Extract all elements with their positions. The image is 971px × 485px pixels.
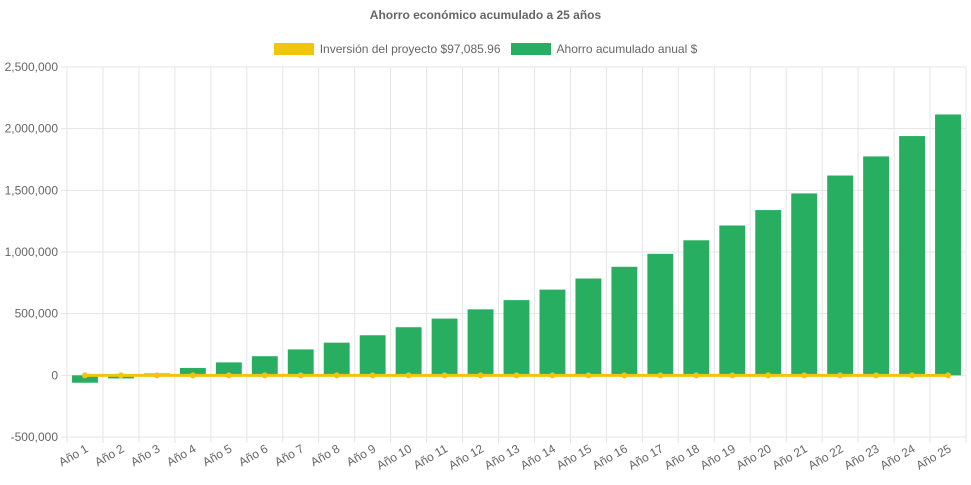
x-tick-label: Año 20 xyxy=(734,441,774,472)
y-tick-label: 2,500,000 xyxy=(5,60,59,74)
x-tick-label: Año 24 xyxy=(878,441,918,472)
y-tick-label: 500,000 xyxy=(15,307,59,321)
bar xyxy=(431,318,458,376)
bar xyxy=(575,278,602,376)
bar xyxy=(359,335,386,376)
investment-point xyxy=(549,372,556,379)
x-tick-label: Año 12 xyxy=(446,441,486,472)
x-tick-label: Año 25 xyxy=(914,441,954,472)
investment-point xyxy=(297,372,304,379)
x-tick-label: Año 10 xyxy=(374,441,414,472)
investment-point xyxy=(765,372,772,379)
bar xyxy=(287,349,314,376)
bar xyxy=(863,156,890,376)
bar xyxy=(611,266,638,376)
bar xyxy=(215,362,242,376)
investment-point xyxy=(657,372,664,379)
x-tick-label: Año 9 xyxy=(344,441,378,469)
investment-point xyxy=(513,372,520,379)
investment-point xyxy=(693,372,700,379)
x-tick-label: Año 8 xyxy=(308,441,342,469)
x-tick-label: Año 1 xyxy=(56,441,90,469)
x-tick-label: Año 7 xyxy=(272,441,306,469)
chart-title: Ahorro económico acumulado a 25 años xyxy=(369,8,602,22)
bar xyxy=(323,342,350,376)
investment-point xyxy=(333,372,340,379)
investment-point xyxy=(225,372,232,379)
y-tick-label: -500,000 xyxy=(11,430,59,444)
bar xyxy=(827,175,854,376)
bar xyxy=(467,309,494,376)
bar xyxy=(539,289,566,376)
investment-point xyxy=(477,372,484,379)
investment-point xyxy=(801,372,808,379)
bar xyxy=(72,375,98,383)
x-tick-label: Año 13 xyxy=(482,441,522,472)
bar xyxy=(251,356,278,376)
bar xyxy=(179,367,206,376)
legend: Inversión del proyecto $97,085.96 Ahorro… xyxy=(0,42,971,56)
investment-point xyxy=(585,372,592,379)
investment-point xyxy=(189,372,196,379)
legend-swatch-savings xyxy=(510,43,551,55)
x-tick-label: Año 21 xyxy=(770,441,810,472)
bar xyxy=(791,193,818,376)
legend-swatch-investment xyxy=(273,43,314,55)
investment-point xyxy=(729,372,736,379)
bar xyxy=(395,327,422,376)
investment-point xyxy=(909,372,916,379)
x-tick-label: Año 5 xyxy=(200,441,234,469)
investment-point xyxy=(369,372,376,379)
x-tick-label: Año 11 xyxy=(411,441,450,472)
bar xyxy=(899,136,926,376)
x-tick-label: Año 2 xyxy=(92,441,126,469)
x-tick-label: Año 17 xyxy=(626,441,666,472)
x-tick-label: Año 19 xyxy=(698,441,738,472)
legend-item-savings[interactable]: Ahorro acumulado anual $ xyxy=(510,42,698,56)
bar xyxy=(647,253,674,376)
x-tick-label: Año 18 xyxy=(662,441,702,472)
x-tick-label: Año 6 xyxy=(236,441,270,469)
y-tick-label: 1,000,000 xyxy=(5,245,59,259)
legend-label-investment: Inversión del proyecto $97,085.96 xyxy=(319,42,501,56)
investment-point xyxy=(117,372,124,379)
investment-point xyxy=(261,372,268,379)
investment-point xyxy=(441,372,448,379)
x-tick-label: Año 23 xyxy=(842,441,882,472)
legend-label-savings: Ahorro acumulado anual $ xyxy=(556,42,698,56)
y-tick-label: 1,500,000 xyxy=(5,183,59,197)
bar xyxy=(755,210,782,376)
bar xyxy=(935,114,961,376)
x-tick-label: Año 3 xyxy=(128,441,162,469)
investment-point xyxy=(81,372,88,379)
investment-point xyxy=(405,372,412,379)
investment-point xyxy=(837,372,844,379)
bar xyxy=(719,225,746,376)
bar xyxy=(503,300,530,376)
y-tick-label: 0 xyxy=(51,368,58,382)
x-tick-label: Año 16 xyxy=(590,441,630,472)
y-tick-label: 2,000,000 xyxy=(5,122,59,136)
investment-point xyxy=(153,372,160,379)
x-tick-label: Año 4 xyxy=(164,441,198,469)
x-tick-label: Año 15 xyxy=(554,441,594,472)
x-tick-label: Año 14 xyxy=(518,441,558,472)
investment-point xyxy=(621,372,628,379)
x-tick-label: Año 22 xyxy=(806,441,846,472)
investment-point xyxy=(945,372,952,379)
legend-item-investment[interactable]: Inversión del proyecto $97,085.96 xyxy=(273,42,501,56)
bar xyxy=(683,240,710,376)
investment-point xyxy=(873,372,880,379)
